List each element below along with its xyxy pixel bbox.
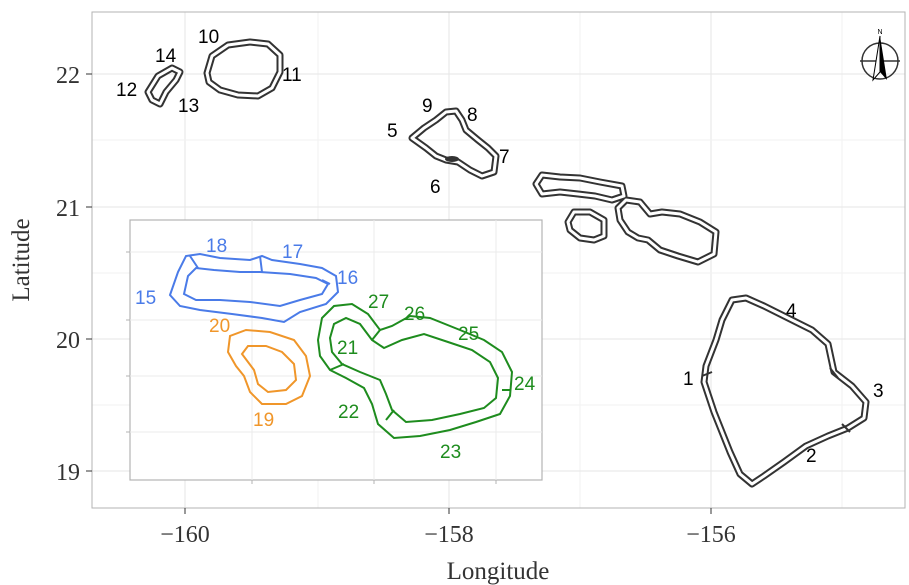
segment-label: 14 [155,46,177,67]
segment-label: 21 [337,338,358,359]
pearl-harbor [445,156,459,162]
segment-label: 3 [873,381,884,402]
segment-label: 26 [404,304,425,325]
north-label: N [877,29,882,36]
y-tick-label: 19 [56,460,80,486]
north-arrow-icon: N [860,29,900,82]
inset-island-lanai [226,328,312,405]
x-axis-title: Longitude [447,558,550,585]
segment-label: 15 [135,288,156,309]
segment-label: 25 [458,324,479,345]
main-islands-inner [146,40,868,486]
segment-label: 4 [786,301,797,322]
segment-label: 10 [198,27,219,48]
segment-label: 17 [282,242,303,263]
segment-label: 9 [422,96,433,117]
segment-label: 16 [337,268,358,289]
inset-panel: 15 16 17 18 19 20 21 22 23 24 25 26 27 [126,219,543,484]
segment-label: 1 [683,369,694,390]
segment-label: 13 [178,96,199,117]
segment-marks [701,367,851,433]
panel-border [91,11,906,509]
y-tick-label: 21 [56,196,80,222]
segment-label: 12 [116,80,137,101]
inset-labels-blue: 15 16 17 18 [135,236,358,309]
inset-labels-green: 21 22 23 24 25 26 27 [337,292,536,463]
segment-label: 18 [206,236,227,257]
segment-label: 24 [514,374,536,395]
segment-label: 20 [209,316,230,337]
segment-label: 2 [806,446,817,467]
axis-ticks [86,73,712,514]
inset-island-molokai [168,252,340,324]
segment-label: 22 [338,402,359,423]
x-tick-label: −156 [686,522,736,548]
segment-label: 7 [499,147,510,168]
x-tick-label: −160 [160,522,210,548]
inset-island-maui [316,302,514,440]
segment-label: 19 [253,410,274,431]
inset-labels-orange: 19 20 [209,316,274,431]
segment-label: 8 [467,105,478,126]
main-label-group: 1 2 3 4 5 6 7 8 9 10 11 12 13 14 [116,27,884,467]
y-axis-title: Latitude [8,218,35,301]
segment-label: 5 [387,121,398,142]
segment-label: 6 [430,177,441,198]
segment-label: 27 [368,292,389,313]
y-tick-label: 22 [56,63,80,89]
segment-label: 11 [282,65,302,86]
segment-label: 23 [440,442,461,463]
x-tick-label: −158 [424,522,474,548]
y-tick-label: 20 [56,328,80,354]
